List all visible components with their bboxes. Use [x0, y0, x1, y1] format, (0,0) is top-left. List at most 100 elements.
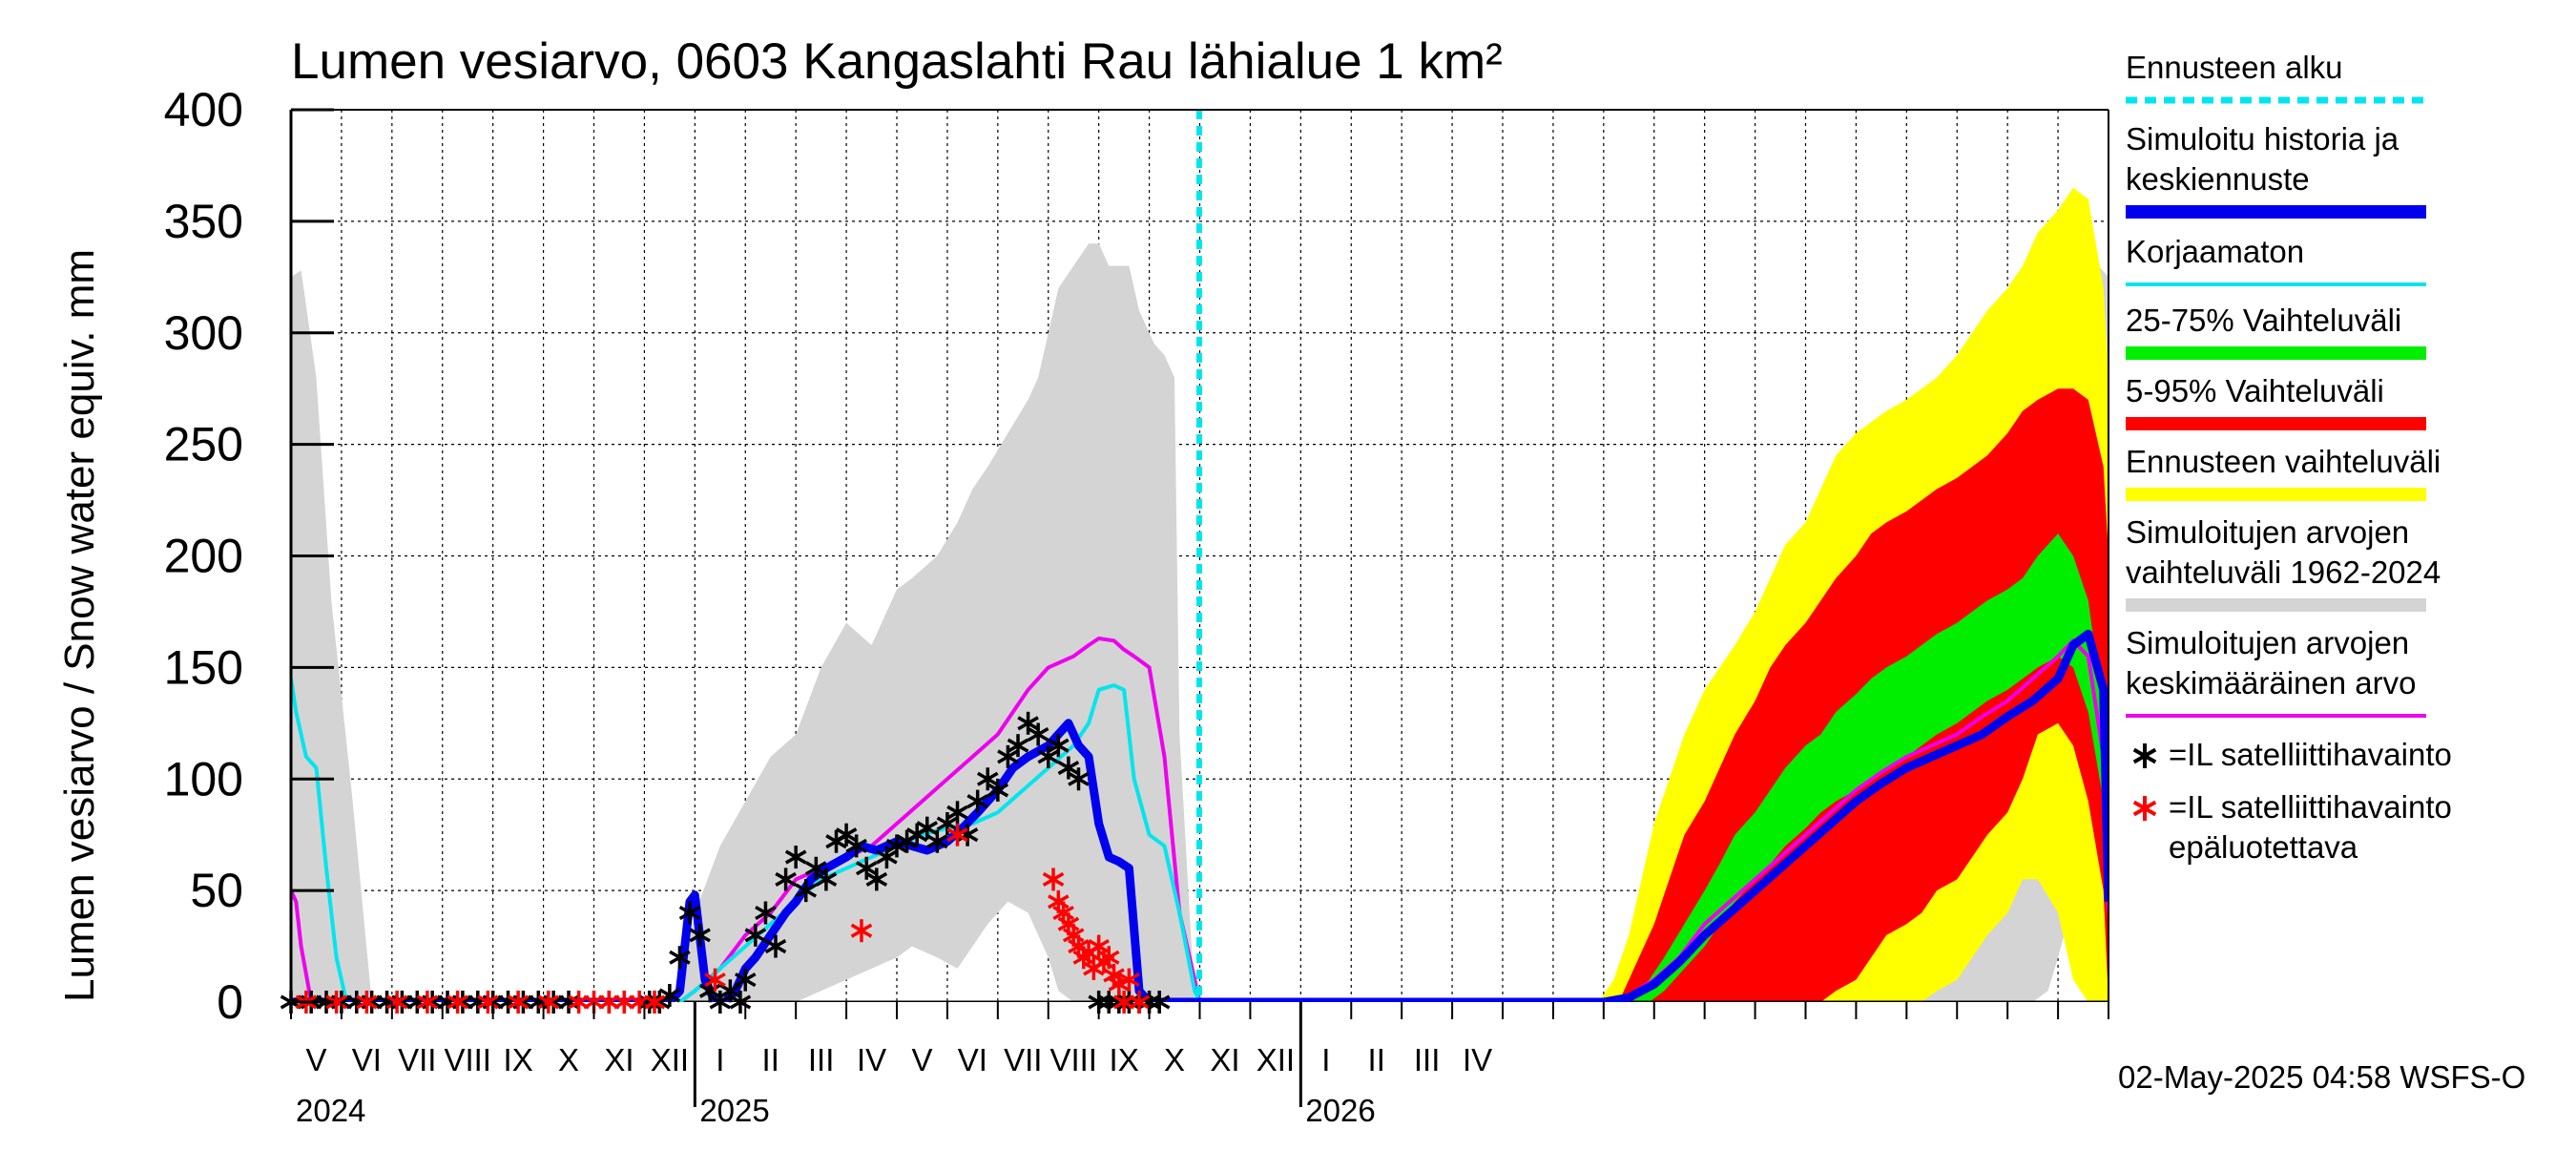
legend-label: Korjaamaton — [2126, 234, 2304, 269]
y-tick-label: 50 — [190, 864, 243, 917]
month-label: IX — [504, 1042, 533, 1077]
month-label: III — [1414, 1042, 1441, 1077]
y-tick-label: 150 — [164, 640, 243, 694]
footer-timestamp: 02-May-2025 04:58 WSFS-O — [2118, 1059, 2525, 1095]
y-tick-label: 400 — [164, 83, 243, 136]
month-label: VI — [352, 1042, 382, 1077]
satellite-marker — [1007, 734, 1029, 758]
satellite-unreliable-marker — [1088, 934, 1110, 958]
satellite-marker — [689, 923, 711, 947]
satellite-marker — [916, 816, 939, 840]
satellite-marker — [876, 846, 898, 869]
historical-range-band — [291, 243, 2109, 1002]
satellite-marker — [926, 829, 948, 853]
satellite-marker — [835, 823, 858, 847]
satellite-marker — [1068, 767, 1090, 791]
satellite-unreliable-marker — [477, 991, 499, 1014]
satellite-marker — [997, 744, 1019, 768]
y-tick-label: 300 — [164, 306, 243, 360]
month-label: V — [911, 1042, 932, 1077]
legend-item: Simuloitu historia ja keskiennuste — [2126, 121, 2426, 219]
legend-label: Simuloitujen arvojen — [2126, 514, 2409, 550]
satellite-marker — [669, 946, 691, 970]
month-label: IX — [1110, 1042, 1139, 1077]
satellite-marker — [845, 834, 867, 858]
legend-item: Korjaamaton — [2126, 234, 2426, 286]
satellite-marker — [744, 923, 767, 947]
legend-swatch — [2132, 743, 2157, 768]
y-tick-label: 250 — [164, 418, 243, 471]
legend-label: epäluotettava — [2169, 829, 2358, 865]
year-label: 2026 — [1305, 1093, 1375, 1128]
legend-label: Ennusteen alku — [2126, 50, 2343, 85]
simulated-line — [291, 629, 2109, 1002]
satellite-marker — [775, 868, 797, 891]
month-label: I — [1321, 1042, 1330, 1077]
y-tick-label: 350 — [164, 195, 243, 248]
year-label: 2025 — [699, 1093, 769, 1128]
satellite-marker — [855, 856, 878, 880]
y-tick-label: 100 — [164, 752, 243, 805]
satellite-marker — [734, 968, 757, 992]
month-label: II — [1368, 1042, 1385, 1077]
satellite-marker — [764, 934, 787, 958]
month-label: VII — [1004, 1042, 1042, 1077]
legend-label: keskiennuste — [2126, 161, 2310, 197]
satellite-unreliable-marker — [325, 991, 347, 1014]
satellite-marker — [1027, 722, 1049, 746]
month-label: XI — [1210, 1042, 1239, 1077]
satellite-marker — [709, 991, 732, 1014]
satellite-marker — [865, 868, 888, 891]
month-label: XI — [604, 1042, 634, 1077]
satellite-unreliable-marker — [447, 991, 468, 1014]
satellite-unreliable-marker — [356, 991, 378, 1014]
month-label: I — [716, 1042, 724, 1077]
satellite-unreliable-marker — [385, 991, 408, 1014]
satellite-unreliable-marker — [850, 919, 873, 943]
legend-item: =IL satelliittihavainto — [2132, 737, 2452, 772]
satellite-unreliable-marker — [537, 991, 560, 1014]
satellite-unreliable-marker — [1042, 868, 1065, 891]
satellite-unreliable-marker — [1128, 991, 1151, 1014]
satellite-markers — [280, 711, 1171, 1014]
month-label: V — [305, 1042, 326, 1077]
satellite-marker — [719, 979, 741, 1003]
month-label: VIII — [444, 1042, 491, 1077]
chart-title: Lumen vesiarvo, 0603 Kangaslahti Rau läh… — [291, 33, 1503, 90]
month-label: IV — [857, 1042, 886, 1077]
y-tick-label: 0 — [217, 975, 243, 1029]
legend-item: 5-95% Vaihteluväli — [2126, 373, 2426, 430]
legend-label: 5-95% Vaihteluväli — [2126, 373, 2384, 408]
month-label: XII — [651, 1042, 689, 1077]
month-label: VI — [958, 1042, 987, 1077]
satellite-marker — [658, 983, 681, 1007]
legend-item: Simuloitujen arvojen vaihteluväli 1962-20… — [2126, 514, 2441, 612]
satellite-marker — [1057, 756, 1080, 780]
satellite-marker — [987, 778, 1009, 802]
satellite-marker — [1148, 991, 1171, 1014]
legend-item: =IL satelliittihavainto epäluotettava — [2132, 789, 2452, 865]
satellite-marker — [1017, 711, 1039, 735]
month-label: XII — [1257, 1042, 1295, 1077]
satellite-marker — [805, 856, 827, 880]
month-label: VII — [398, 1042, 436, 1077]
month-label: III — [808, 1042, 835, 1077]
satellite-marker — [755, 901, 777, 925]
month-label: X — [558, 1042, 579, 1077]
y-tick-label: 200 — [164, 530, 243, 583]
legend-label: Simuloitu historia ja — [2126, 121, 2399, 157]
satellite-marker — [784, 846, 807, 869]
y-axis-label: Lumen vesiarvo / Snow water equiv. mm — [56, 249, 103, 1002]
legend: Ennusteen alku Simuloitu historia ja keski… — [2126, 50, 2452, 865]
year-label: 2024 — [296, 1093, 365, 1128]
month-label: VIII — [1049, 1042, 1097, 1077]
satellite-marker — [1048, 734, 1070, 758]
legend-label: Ennusteen vaihteluväli — [2126, 444, 2441, 479]
legend-item: Ennusteen vaihteluväli — [2126, 444, 2441, 501]
legend-item: 25-75% Vaihteluväli — [2126, 303, 2426, 360]
satellite-marker — [815, 868, 838, 891]
